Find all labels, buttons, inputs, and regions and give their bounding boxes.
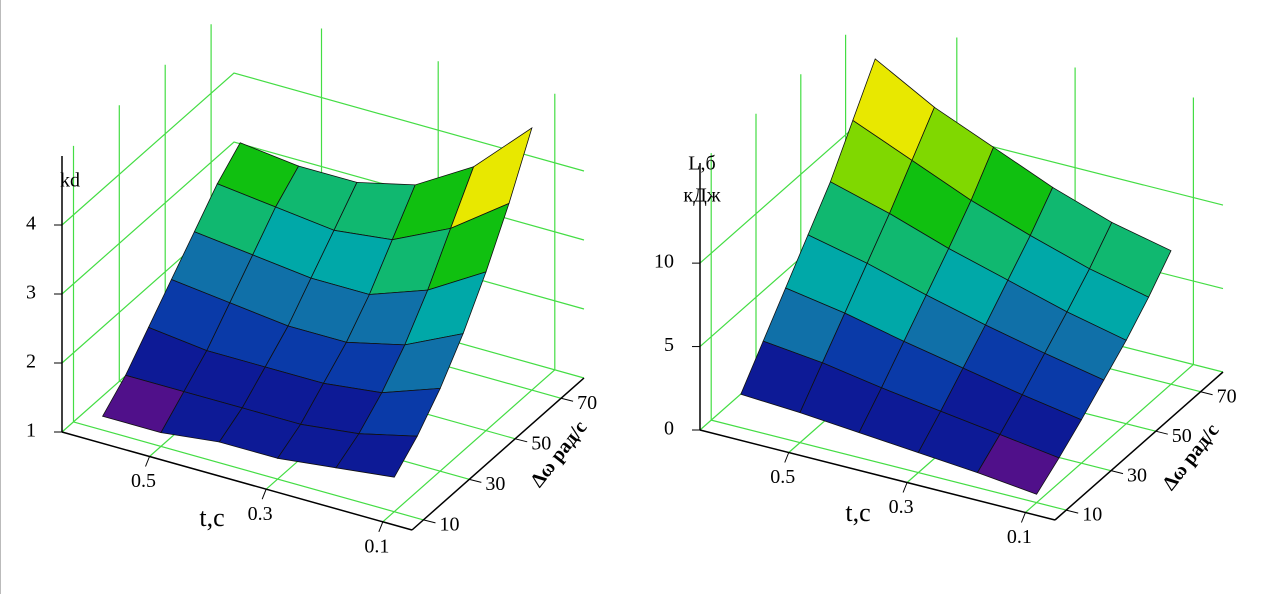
- y-tick: [423, 519, 436, 524]
- z-axis-label: кДж: [683, 185, 720, 207]
- x-tick: [378, 521, 384, 533]
- y-tick-label: 50: [531, 432, 551, 454]
- y-tick: [1066, 509, 1079, 514]
- x-tick: [902, 482, 908, 493]
- x-tick: [261, 488, 267, 500]
- z-axis-label: L,б: [688, 153, 715, 175]
- y-tick: [1200, 391, 1213, 396]
- z-tick-label: 5: [664, 334, 674, 356]
- z-axis-label: kd: [60, 170, 80, 192]
- x-tick-label: 0.1: [1007, 526, 1032, 548]
- grid-line: [61, 72, 585, 226]
- y-tick-label: 30: [485, 473, 505, 495]
- x-tick-label: 0.5: [131, 470, 156, 492]
- x-tick-label: 0.5: [770, 466, 795, 488]
- axis-line: [1054, 371, 1224, 521]
- y-tick: [1110, 470, 1124, 475]
- y-tick-label: 10: [1082, 504, 1102, 526]
- y-tick-label: 70: [577, 392, 597, 414]
- x-tick-label: 0.3: [889, 496, 914, 518]
- y-tick: [560, 397, 574, 402]
- y-tick-label: 10: [439, 513, 459, 535]
- surface-patch: [335, 433, 418, 478]
- x-tick-label: 0.1: [364, 535, 389, 557]
- y-tick: [469, 478, 482, 483]
- y-tick-label: 70: [1217, 385, 1237, 407]
- x-axis-label: t,c: [199, 503, 224, 532]
- z-tick-label: 4: [26, 213, 36, 235]
- x-axis-label: t,c: [845, 498, 870, 527]
- y-tick: [515, 438, 528, 443]
- x-tick: [1020, 512, 1026, 523]
- y-tick: [1155, 430, 1168, 435]
- z-tick-label: 1: [26, 420, 36, 442]
- z-tick-label: 3: [26, 282, 36, 304]
- y-tick-label: 30: [1127, 464, 1147, 486]
- z-tick-label: 2: [26, 351, 36, 373]
- x-tick: [784, 452, 790, 463]
- x-tick-label: 0.3: [248, 503, 273, 525]
- z-tick-label: 0: [664, 418, 674, 440]
- z-tick-label: 10: [654, 251, 674, 273]
- axis-line: [61, 431, 413, 531]
- y-tick-label: 50: [1172, 425, 1192, 447]
- surface-patch: [976, 434, 1060, 495]
- axis-line: [411, 377, 585, 531]
- x-tick: [145, 456, 150, 467]
- axis-line: [699, 429, 1056, 521]
